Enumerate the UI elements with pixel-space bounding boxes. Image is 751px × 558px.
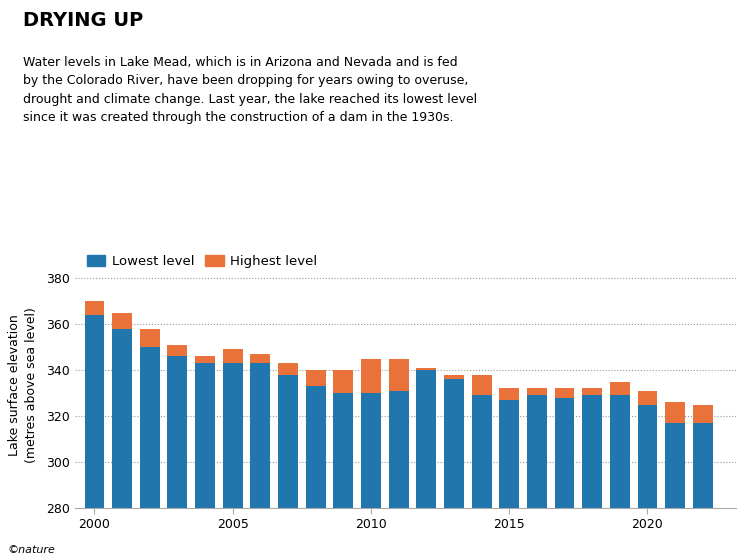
Bar <box>112 312 132 329</box>
Bar <box>85 301 104 315</box>
Bar <box>665 402 685 423</box>
Bar <box>85 315 104 508</box>
Bar <box>333 393 353 508</box>
Bar <box>167 345 187 357</box>
Bar <box>472 374 492 396</box>
Bar <box>582 396 602 508</box>
Bar <box>416 368 436 370</box>
Legend: Lowest level, Highest level: Lowest level, Highest level <box>82 249 323 273</box>
Bar <box>278 363 298 374</box>
Bar <box>416 370 436 508</box>
Bar <box>665 423 685 508</box>
Bar <box>527 396 547 508</box>
Bar <box>223 363 243 508</box>
Bar <box>140 329 160 347</box>
Bar <box>223 349 243 363</box>
Bar <box>250 363 270 508</box>
Bar <box>112 329 132 508</box>
Bar <box>472 396 492 508</box>
Bar <box>499 400 519 508</box>
Bar <box>638 391 657 405</box>
Bar <box>582 388 602 396</box>
Bar <box>140 347 160 508</box>
Bar <box>693 405 713 423</box>
Text: Water levels in Lake Mead, which is in Arizona and Nevada and is fed
by the Colo: Water levels in Lake Mead, which is in A… <box>23 56 477 124</box>
Bar <box>389 359 409 391</box>
Bar <box>278 374 298 508</box>
Bar <box>693 423 713 508</box>
Bar <box>250 354 270 363</box>
Bar <box>527 388 547 396</box>
Bar <box>499 388 519 400</box>
Bar <box>167 357 187 508</box>
Bar <box>195 363 215 508</box>
Bar <box>444 374 464 379</box>
Bar <box>195 357 215 363</box>
Text: ©nature: ©nature <box>8 545 56 555</box>
Bar <box>610 396 630 508</box>
Bar <box>610 382 630 396</box>
Bar <box>306 370 326 386</box>
Bar <box>361 393 381 508</box>
Bar <box>361 359 381 393</box>
Y-axis label: Lake surface elevation
(metres above sea level): Lake surface elevation (metres above sea… <box>8 307 38 463</box>
Text: DRYING UP: DRYING UP <box>23 11 143 30</box>
Bar <box>444 379 464 508</box>
Bar <box>554 398 575 508</box>
Bar <box>333 370 353 393</box>
Bar <box>306 386 326 508</box>
Bar <box>389 391 409 508</box>
Bar <box>638 405 657 508</box>
Bar <box>554 388 575 398</box>
